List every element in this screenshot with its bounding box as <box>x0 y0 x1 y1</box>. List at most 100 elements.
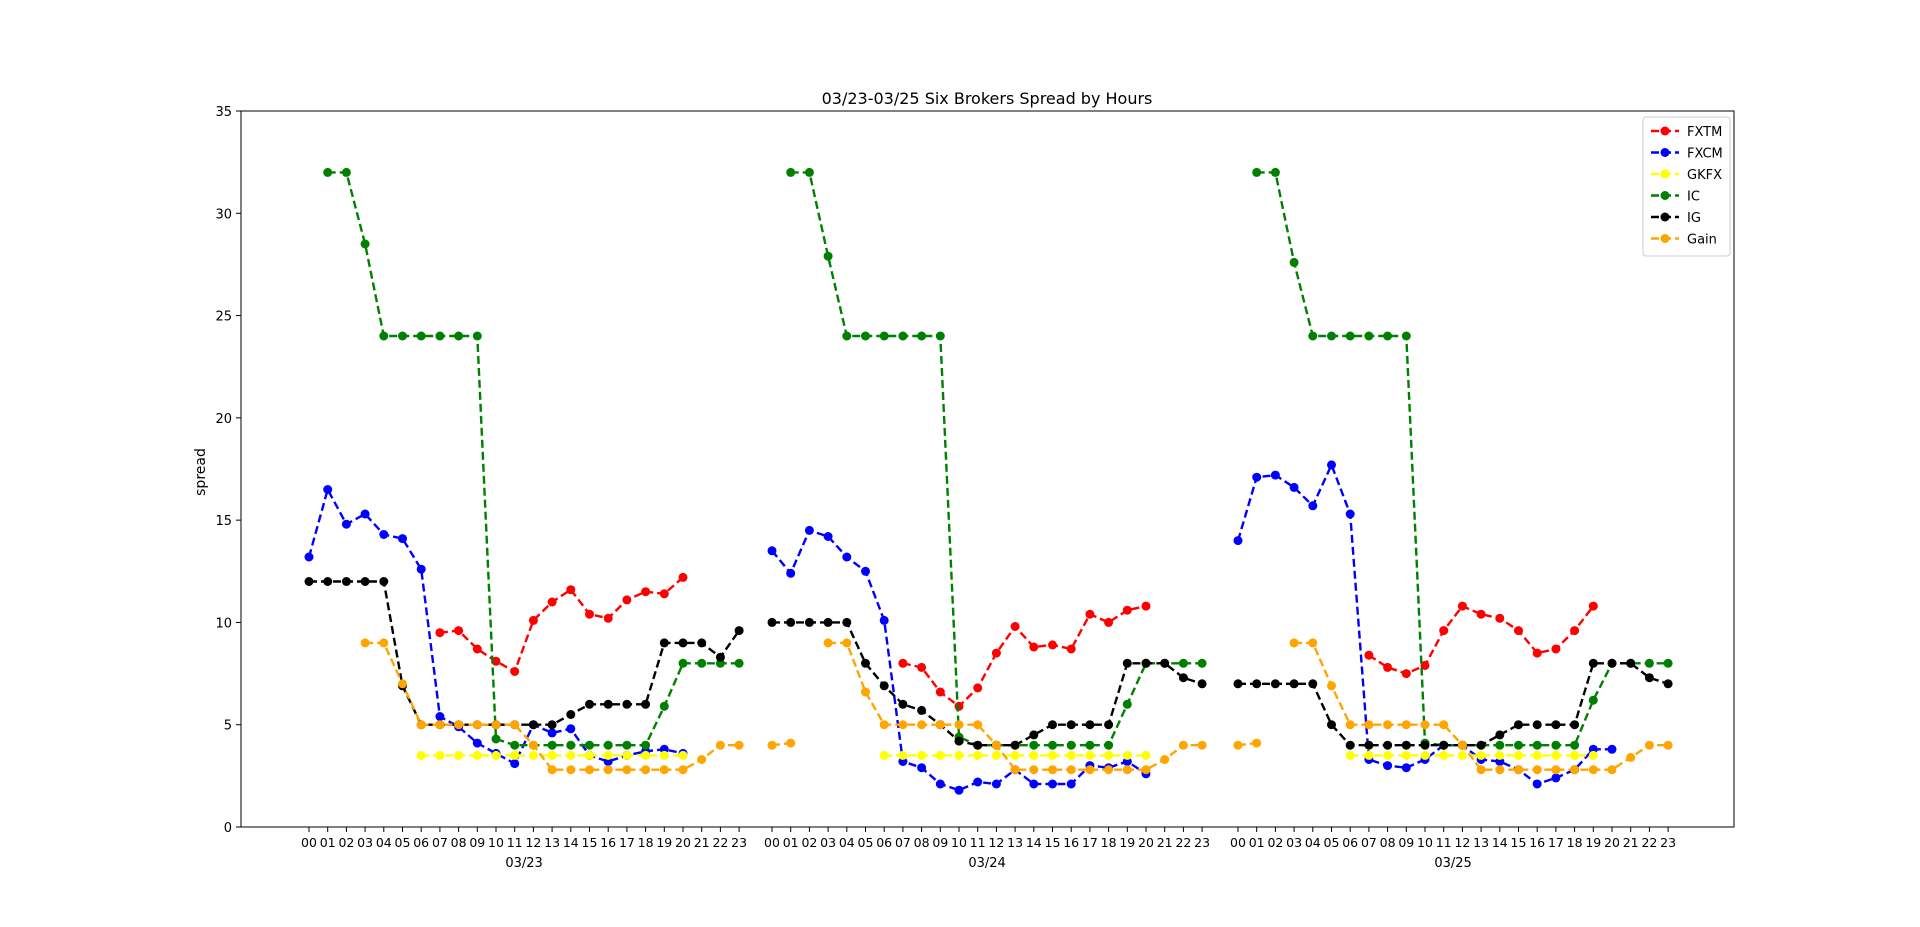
data-point-ic <box>491 734 501 744</box>
data-point-ic <box>1289 257 1299 267</box>
data-point-gain <box>973 720 983 730</box>
data-point-gkfx <box>1066 750 1076 760</box>
data-point-ic <box>1066 740 1076 750</box>
series-line-gain <box>365 641 740 771</box>
data-point-gain <box>861 687 870 697</box>
data-point-ic <box>734 658 744 668</box>
y-tick-label: 5 <box>224 719 232 734</box>
data-point-ig <box>360 577 370 586</box>
legend-label-gkfx: GKFX <box>1687 168 1722 183</box>
data-point-fxtm <box>659 589 669 599</box>
x-tick-label: 05 <box>395 835 411 850</box>
data-point-gain <box>1532 765 1542 775</box>
x-tick-label: 02 <box>338 835 354 850</box>
data-point-gkfx <box>641 750 651 760</box>
data-point-fxtm <box>973 683 983 693</box>
y-tick-label: 0 <box>224 821 232 836</box>
data-point-gkfx <box>622 750 632 760</box>
x-tick-label: 17 <box>1548 835 1564 850</box>
y-axis-label: spread <box>193 448 209 496</box>
data-point-ig <box>1476 740 1486 750</box>
data-point-fxtm <box>1048 640 1057 650</box>
data-point-ig <box>1327 720 1336 730</box>
data-point-gkfx <box>973 750 983 760</box>
data-point-gkfx <box>1364 750 1374 760</box>
data-point-fxcm <box>1252 472 1262 482</box>
series-line-ig <box>1238 662 1669 747</box>
x-day-label: 03/24 <box>968 856 1005 871</box>
data-point-ic <box>1644 658 1654 668</box>
x-tick-label: 12 <box>525 835 541 850</box>
data-point-ig <box>1197 679 1207 689</box>
x-tick-label: 20 <box>1138 835 1154 850</box>
data-point-ic <box>435 331 445 341</box>
data-point-ic <box>566 740 576 750</box>
data-point-fxcm <box>360 509 370 519</box>
data-point-gkfx <box>1495 750 1505 760</box>
data-point-gain <box>1327 681 1336 691</box>
data-point-ig <box>917 705 927 715</box>
data-point-gain <box>435 720 445 730</box>
data-point-ig <box>1607 658 1617 668</box>
data-point-ic <box>622 740 632 750</box>
data-point-ic <box>1364 331 1374 341</box>
data-point-fxcm <box>379 530 389 539</box>
data-point-fxcm <box>1383 761 1393 771</box>
data-point-gkfx <box>1570 750 1580 760</box>
data-point-ic <box>861 331 870 341</box>
data-point-gain <box>603 765 613 775</box>
legend-label-fxcm: FXCM <box>1687 147 1723 162</box>
data-point-ig <box>898 699 908 709</box>
data-point-fxtm <box>1010 622 1020 631</box>
data-point-fxcm <box>1029 779 1039 789</box>
data-point-ig <box>1626 658 1636 668</box>
x-tick-label: 03 <box>1286 835 1302 850</box>
data-point-ig <box>1364 740 1374 750</box>
data-point-ig <box>341 577 351 586</box>
data-point-gain <box>935 720 945 730</box>
x-tick-label: 06 <box>413 835 429 850</box>
data-point-ic <box>472 331 482 341</box>
x-tick-label: 15 <box>582 835 598 850</box>
data-point-fxcm <box>954 785 964 795</box>
data-point-ig <box>1233 679 1243 689</box>
data-point-gkfx <box>879 750 889 760</box>
data-point-ic <box>323 167 333 177</box>
data-point-ig <box>659 638 669 648</box>
data-point-gkfx <box>1010 750 1020 760</box>
data-point-fxtm <box>1551 644 1561 654</box>
series-line-fxcm <box>1236 461 1612 786</box>
data-point-ic <box>659 701 669 711</box>
data-point-fxcm <box>935 779 945 789</box>
x-tick-label: 14 <box>1026 835 1042 850</box>
data-point-gain <box>954 720 964 730</box>
data-point-fxcm <box>1233 536 1243 546</box>
series-fxtm <box>435 572 1598 711</box>
data-point-fxcm <box>1551 773 1561 783</box>
data-point-fxcm <box>1607 744 1617 754</box>
legend-label-gain: Gain <box>1687 233 1717 248</box>
data-point-ic <box>804 167 814 177</box>
data-point-ig <box>1252 679 1262 689</box>
series-gkfx <box>416 750 1598 760</box>
data-point-ic <box>641 740 651 750</box>
data-point-fxtm <box>1476 609 1486 619</box>
data-point-gkfx <box>678 750 688 760</box>
data-point-ic <box>360 239 370 249</box>
series-line-ig <box>309 580 741 726</box>
data-point-fxtm <box>1029 642 1039 652</box>
data-point-fxcm <box>1048 779 1057 789</box>
data-point-ic <box>416 331 426 341</box>
x-tick-label: 12 <box>1454 835 1470 850</box>
data-point-fxtm <box>566 585 576 595</box>
x-tick-label: 17 <box>1082 835 1098 850</box>
x-tick-label: 14 <box>1492 835 1508 850</box>
data-point-ic <box>1345 331 1355 341</box>
data-point-ig <box>323 577 333 586</box>
x-tick-label: 21 <box>1157 835 1173 850</box>
data-point-fxtm <box>991 648 1001 658</box>
data-point-ic <box>1085 740 1095 750</box>
x-tick-label: 09 <box>932 835 948 850</box>
data-point-gain <box>1122 765 1132 775</box>
data-point-ic <box>1178 658 1188 668</box>
